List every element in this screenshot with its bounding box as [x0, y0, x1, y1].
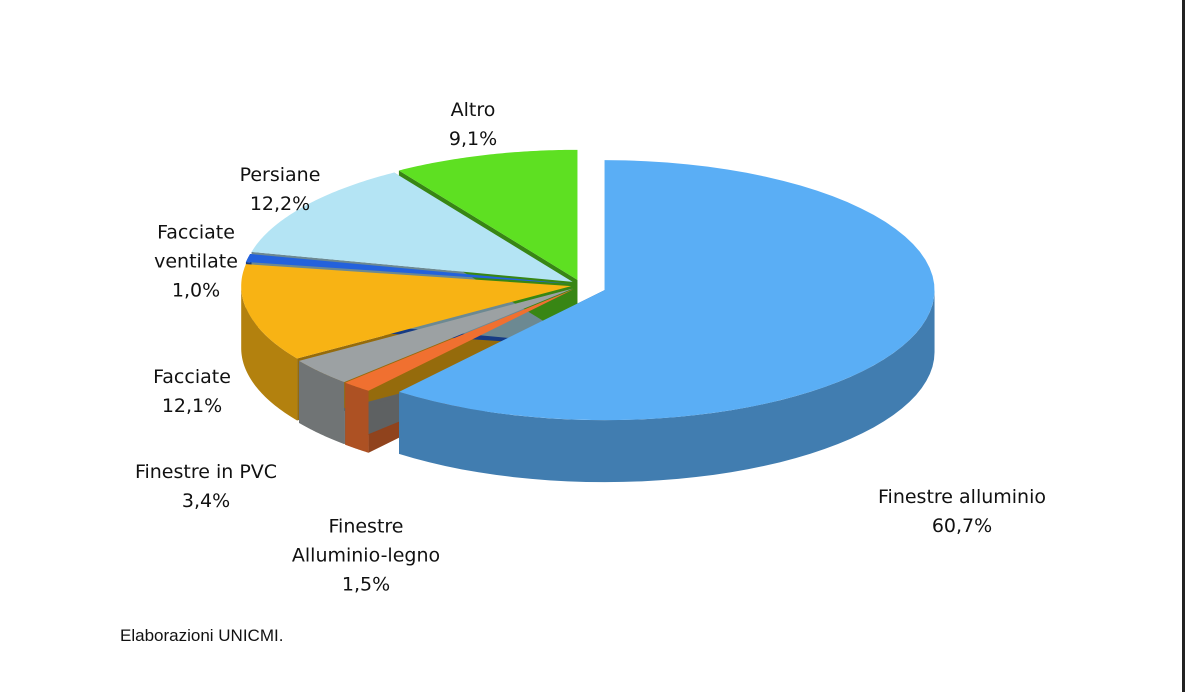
slice [241, 264, 572, 359]
slice-side [299, 360, 345, 445]
slice [299, 288, 574, 383]
slice-label: Facciate ventilate 1,0% [154, 219, 238, 306]
value-label: 1,0% [171, 279, 221, 302]
slice-label: Finestre in PVC 3,4% [135, 458, 277, 516]
source-note: Elaborazioni UNICMI. [120, 626, 284, 645]
value-label: 9,1% [448, 128, 498, 150]
slice-label: Finestre Alluminio-legno 1,5% [292, 513, 440, 600]
category-label: Facciate [153, 366, 231, 388]
category-label: Finestre in PVC [134, 461, 278, 483]
value-label: 3,4% [181, 490, 231, 512]
slice [251, 172, 573, 282]
slice [399, 160, 935, 421]
slice [398, 149, 578, 280]
value-label: 12,1% [161, 395, 223, 417]
category-label: Altro [450, 99, 496, 121]
category-label: Finestre Alluminio-legno [291, 515, 441, 567]
value-label: 1,5% [341, 573, 391, 596]
slice-side [399, 290, 935, 483]
slice-side [345, 382, 369, 453]
slice [245, 253, 572, 284]
slice-label: Facciate 12,1% [153, 363, 231, 421]
category-label: Facciate ventilate [154, 221, 238, 273]
value-label: 12,2% [249, 193, 311, 215]
category-label: Finestre alluminio [877, 486, 1047, 508]
slice-side [241, 286, 298, 421]
slice-label: Finestre alluminio 60,7% [878, 483, 1046, 541]
category-label: Persiane [239, 164, 321, 186]
slice-label: Altro 9,1% [449, 96, 497, 154]
slice [345, 289, 575, 391]
slice-label: Persiane 12,2% [240, 161, 321, 219]
value-label: 60,7% [931, 515, 993, 537]
page-edge [1182, 0, 1185, 692]
